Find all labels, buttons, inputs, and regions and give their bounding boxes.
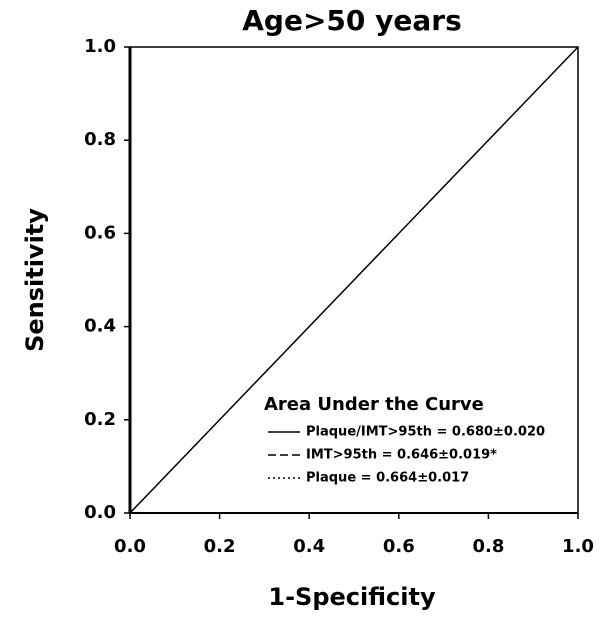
legend-label: Plaque = 0.664±0.017 bbox=[306, 471, 469, 486]
x-tick-label: 0.4 bbox=[293, 536, 325, 557]
x-tick-label: 0.8 bbox=[472, 536, 504, 557]
y-tick-label: 0.6 bbox=[84, 222, 116, 243]
x-tick-label: 0.0 bbox=[114, 536, 146, 557]
legend-label: IMT>95th = 0.646±0.019* bbox=[306, 448, 497, 463]
legend-label: Plaque/IMT>95th = 0.680±0.020 bbox=[306, 425, 545, 440]
chart-title: Age>50 years bbox=[242, 4, 462, 37]
legend-title: Area Under the Curve bbox=[264, 394, 484, 415]
x-axis-label: 1-Specificity bbox=[268, 583, 436, 611]
y-tick-label: 0.0 bbox=[84, 502, 116, 523]
y-tick-label: 0.2 bbox=[84, 409, 116, 430]
y-axis-label: Sensitivity bbox=[21, 208, 49, 352]
x-tick-label: 1.0 bbox=[562, 536, 594, 557]
x-tick-label: 0.2 bbox=[204, 536, 236, 557]
x-tick-label: 0.6 bbox=[383, 536, 415, 557]
y-tick-label: 0.4 bbox=[84, 316, 116, 337]
reference-diagonal bbox=[129, 46, 579, 514]
y-tick-label: 1.0 bbox=[84, 36, 116, 57]
y-tick-label: 0.8 bbox=[84, 129, 116, 150]
